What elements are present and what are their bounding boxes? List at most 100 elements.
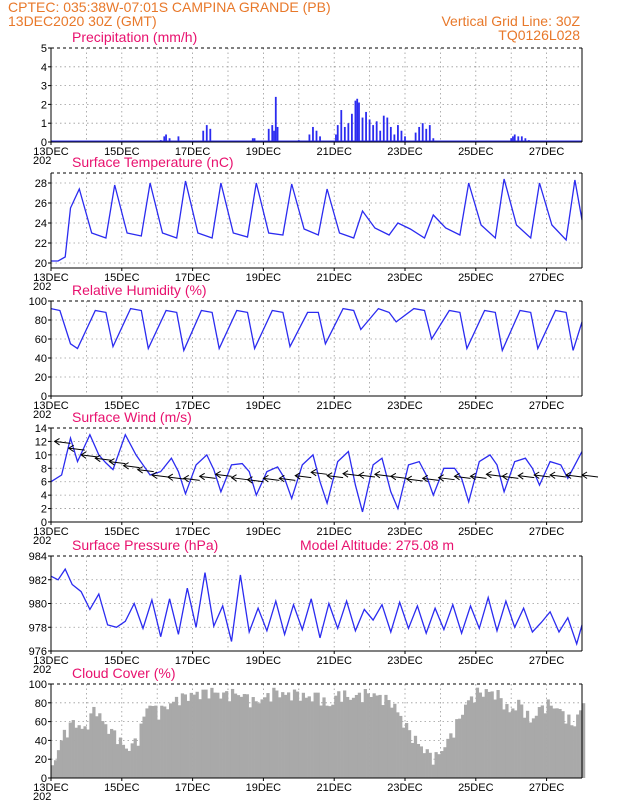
cloud-bar [466, 700, 471, 778]
precip-bar [340, 110, 343, 142]
y-tick-label: 14 [35, 423, 47, 435]
wind-arrow [263, 477, 280, 481]
cloud-bar [378, 694, 382, 778]
y-tick-label: 5 [41, 43, 47, 55]
cloud-bar [222, 692, 226, 778]
precip-bar [351, 113, 353, 142]
cloud-bar [269, 701, 273, 778]
cloud-bar [487, 691, 491, 778]
cloud-bar [431, 764, 435, 778]
pressure-title: Surface Pressure (hPa) [72, 537, 218, 553]
precip-bar [274, 96, 277, 142]
x-tick-label: 21DEC [316, 146, 352, 158]
cloud-bar [174, 696, 179, 778]
cloud-bar [133, 738, 137, 778]
precip-bar [428, 125, 431, 142]
wind-arrow [422, 477, 439, 481]
precip-bar [209, 128, 212, 142]
wind-arrowhead [150, 471, 158, 479]
wind-arrow [183, 477, 200, 481]
cloud-bar [201, 689, 205, 778]
precip-bar [205, 125, 208, 142]
wind-arrowhead [389, 472, 397, 481]
cloud-bar [399, 715, 403, 778]
y-tick-label: 1 [41, 118, 47, 130]
precip-bar [368, 119, 371, 142]
y-tick-label: 100 [29, 679, 47, 691]
cloud-bar [278, 697, 282, 778]
cloud-bar [449, 733, 453, 778]
wind-arrowhead [278, 474, 285, 483]
cloud-bar [555, 708, 559, 778]
y-tick-label: 8 [41, 463, 47, 475]
temp-title: Surface Temperature (nC) [72, 154, 234, 170]
precip-bar [375, 121, 378, 142]
cloud-bar [351, 697, 356, 778]
cloud-bar [381, 705, 385, 778]
cloud-bar [195, 691, 199, 778]
cloud-bar [549, 705, 553, 778]
x-tick-label: 15DEC [104, 400, 140, 412]
y-tick-label: 40 [35, 735, 47, 747]
x-tick-label: 17DEC [175, 526, 211, 538]
wind-arrow [438, 477, 455, 481]
cloud-bar [446, 738, 450, 778]
cloud-panel: 0 20 40 60 80 100 13DEC 15DEC 17DEC 19DEC 21DEC 23D… [29, 665, 586, 800]
cloud-bar [475, 687, 480, 778]
wind-arrowhead [198, 472, 205, 481]
cloud-bar [558, 708, 562, 778]
wind-arrowhead [294, 472, 301, 480]
y-tick-label: 4 [41, 62, 47, 74]
cloud-bar [92, 706, 96, 778]
y-tick-label: 980 [29, 599, 47, 611]
wind-arrow [247, 479, 264, 483]
y-tick-label: 80 [35, 698, 47, 710]
cloud-bar [295, 691, 300, 778]
x-tick-label: 13DEC [33, 272, 69, 284]
x-tick-label: 25DEC [458, 782, 494, 794]
precip-bar [389, 126, 392, 142]
cloud-bar [189, 692, 193, 778]
cloud-bar [148, 705, 152, 778]
precip-panel: 0 1 2 3 4 5 13DEC 15DEC 17DEC 19DEC 21DEC 23DEC 25DE… [33, 29, 583, 167]
cloud-bar [316, 692, 320, 778]
cloud-bar [537, 707, 541, 778]
cloud-bar [481, 696, 485, 778]
cloud-bar [289, 700, 294, 778]
cloud-bar [505, 704, 509, 778]
wind-arrow [231, 477, 248, 481]
cloud-bar [310, 701, 314, 778]
precip-bar [276, 126, 279, 142]
precip-bar [386, 117, 389, 142]
cloud-bar [343, 690, 347, 778]
rh-panel: 0 20 40 60 80 100 13DEC 15DEC 17DEC 19DEC 21DEC 23D… [29, 282, 583, 421]
cloud-bar [525, 710, 530, 778]
cloud-bar [478, 692, 482, 778]
x-tick-label: 23DEC [387, 146, 423, 158]
run-datetime: 13DEC2020 30Z (GMT) [8, 13, 157, 29]
wind-arrowhead [501, 472, 508, 481]
x-tick-label: 19DEC [246, 146, 282, 158]
x-tick-label: 25DEC [458, 272, 494, 284]
wind-arrowhead [94, 454, 101, 463]
precip-bar [271, 125, 274, 142]
precip-bar [517, 136, 520, 142]
wind-arrow [123, 465, 140, 469]
cloud-bar [154, 705, 158, 778]
y-tick-label: 28 [35, 178, 47, 190]
x-tick-label: 21DEC [316, 526, 352, 538]
y-tick-label: 984 [29, 551, 47, 563]
cloud-bar [325, 705, 329, 778]
cloud-bar [74, 727, 78, 778]
cloud-bar [272, 687, 276, 778]
wind-arrowhead [533, 471, 540, 479]
precip-bar [513, 134, 516, 142]
cloud-bar [369, 696, 373, 778]
precip-bar [372, 125, 375, 142]
cloud-bar [546, 699, 550, 778]
cloud-bar [561, 711, 565, 778]
cloud-bar [210, 687, 214, 778]
x-tick-label: 17DEC [175, 272, 211, 284]
cloud-bar [387, 700, 391, 778]
